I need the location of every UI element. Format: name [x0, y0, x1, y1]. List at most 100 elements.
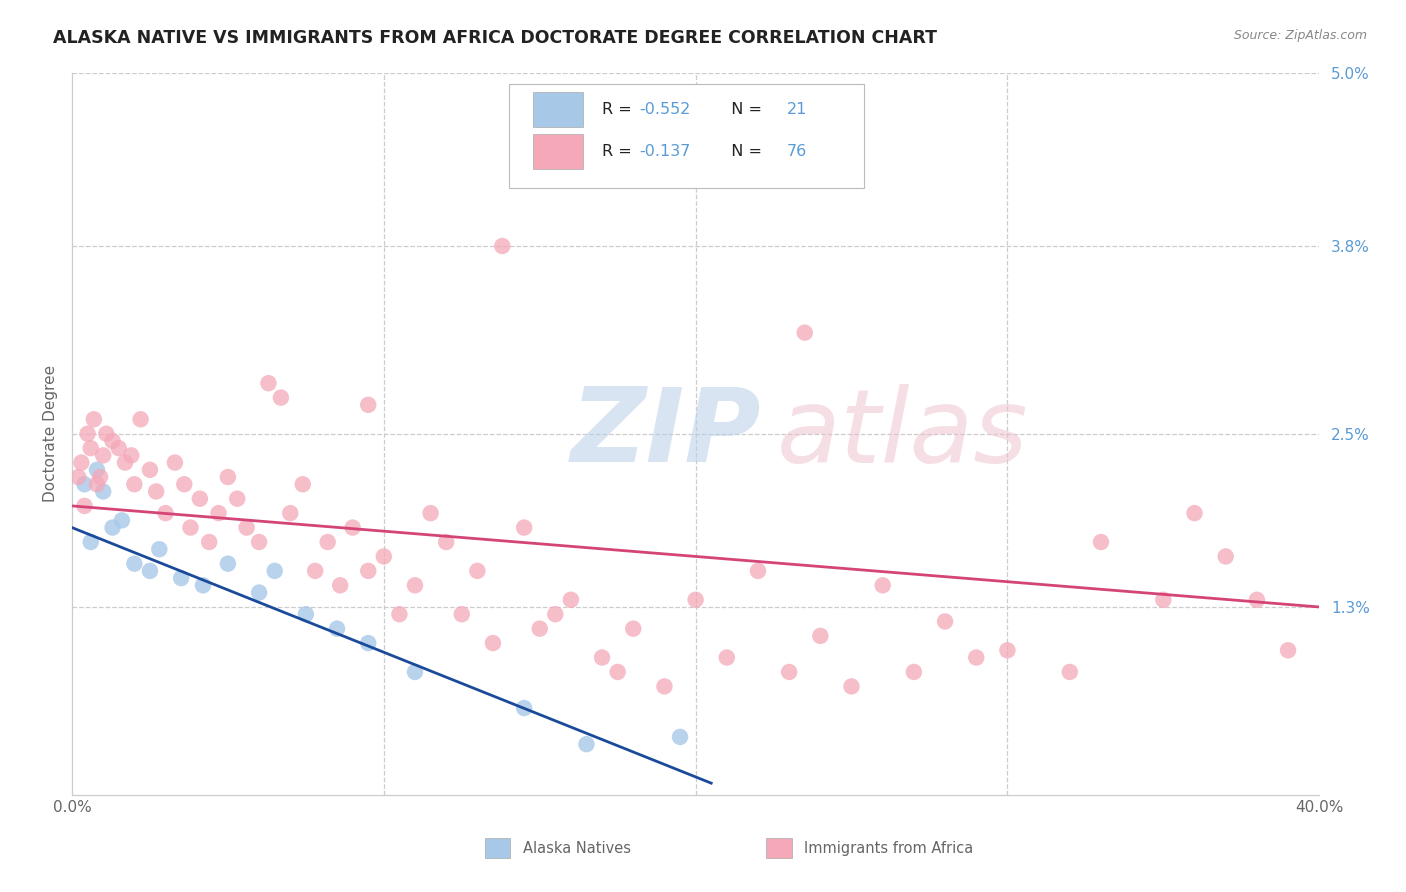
Point [148, 542, 170, 557]
Point [257, 376, 280, 391]
Point [91, 449, 114, 463]
Point [747, 564, 769, 578]
Text: N =: N = [720, 144, 766, 159]
Point [173, 477, 195, 491]
Point [419, 506, 441, 520]
Point [73, 477, 96, 491]
Point [342, 520, 364, 534]
Point [70, 456, 93, 470]
Point [291, 477, 314, 491]
Point [654, 680, 676, 694]
Point [669, 137, 692, 152]
Point [76, 426, 98, 441]
Point [575, 737, 598, 751]
Point [872, 578, 894, 592]
Point [101, 520, 124, 534]
Point [101, 434, 124, 448]
Point [482, 636, 505, 650]
Text: atlas: atlas [776, 384, 1028, 483]
Point [450, 607, 472, 622]
Point [716, 650, 738, 665]
Text: -0.552: -0.552 [640, 102, 690, 117]
Point [560, 592, 582, 607]
Y-axis label: Doctorate Degree: Doctorate Degree [44, 365, 58, 502]
Point [1184, 506, 1206, 520]
Point [591, 650, 613, 665]
Text: Immigrants from Africa: Immigrants from Africa [804, 841, 973, 855]
Point [841, 680, 863, 694]
Point [89, 470, 111, 484]
Text: Source: ZipAtlas.com: Source: ZipAtlas.com [1233, 29, 1367, 42]
Point [278, 506, 301, 520]
Point [263, 564, 285, 578]
Point [247, 585, 270, 599]
Point [1059, 665, 1081, 679]
Point [217, 470, 239, 484]
Point [404, 578, 426, 592]
Point [513, 701, 536, 715]
Point [404, 665, 426, 679]
Point [295, 607, 318, 622]
Point [965, 650, 987, 665]
Point [1277, 643, 1299, 657]
Point [1090, 535, 1112, 549]
Point [139, 564, 162, 578]
Point [997, 643, 1019, 657]
Point [120, 449, 142, 463]
Point [357, 564, 380, 578]
Text: 76: 76 [787, 144, 807, 159]
Point [207, 506, 229, 520]
Bar [533, 134, 583, 169]
Point [80, 441, 103, 455]
Point [235, 520, 257, 534]
Point [669, 730, 692, 744]
Point [934, 615, 956, 629]
Point [107, 441, 129, 455]
Point [903, 665, 925, 679]
Text: ALASKA NATIVE VS IMMIGRANTS FROM AFRICA DOCTORATE DEGREE CORRELATION CHART: ALASKA NATIVE VS IMMIGRANTS FROM AFRICA … [53, 29, 938, 46]
Point [67, 470, 90, 484]
Point [139, 463, 162, 477]
Point [316, 535, 339, 549]
Point [145, 484, 167, 499]
Point [606, 665, 628, 679]
Point [155, 506, 177, 520]
Point [217, 557, 239, 571]
Point [86, 463, 108, 477]
Point [544, 607, 567, 622]
Point [86, 477, 108, 491]
Point [270, 391, 292, 405]
Point [685, 592, 707, 607]
FancyBboxPatch shape [509, 84, 865, 188]
Point [808, 629, 831, 643]
Point [226, 491, 249, 506]
Text: -0.137: -0.137 [640, 144, 690, 159]
Text: R =: R = [602, 102, 637, 117]
Point [778, 665, 800, 679]
Point [434, 535, 457, 549]
Point [80, 535, 103, 549]
Text: Alaska Natives: Alaska Natives [523, 841, 631, 855]
Point [621, 622, 644, 636]
Point [91, 484, 114, 499]
Point [191, 578, 214, 592]
Point [388, 607, 411, 622]
Text: ZIP: ZIP [571, 384, 762, 484]
Text: 21: 21 [787, 102, 807, 117]
Point [170, 571, 193, 585]
Point [513, 520, 536, 534]
Point [124, 557, 146, 571]
Point [326, 622, 349, 636]
Point [357, 398, 380, 412]
Point [304, 564, 326, 578]
Point [467, 564, 489, 578]
Point [357, 636, 380, 650]
Point [114, 456, 136, 470]
Text: R =: R = [602, 144, 637, 159]
Point [373, 549, 395, 564]
Point [83, 412, 105, 426]
Point [129, 412, 152, 426]
Point [1215, 549, 1237, 564]
Point [329, 578, 352, 592]
Point [198, 535, 221, 549]
